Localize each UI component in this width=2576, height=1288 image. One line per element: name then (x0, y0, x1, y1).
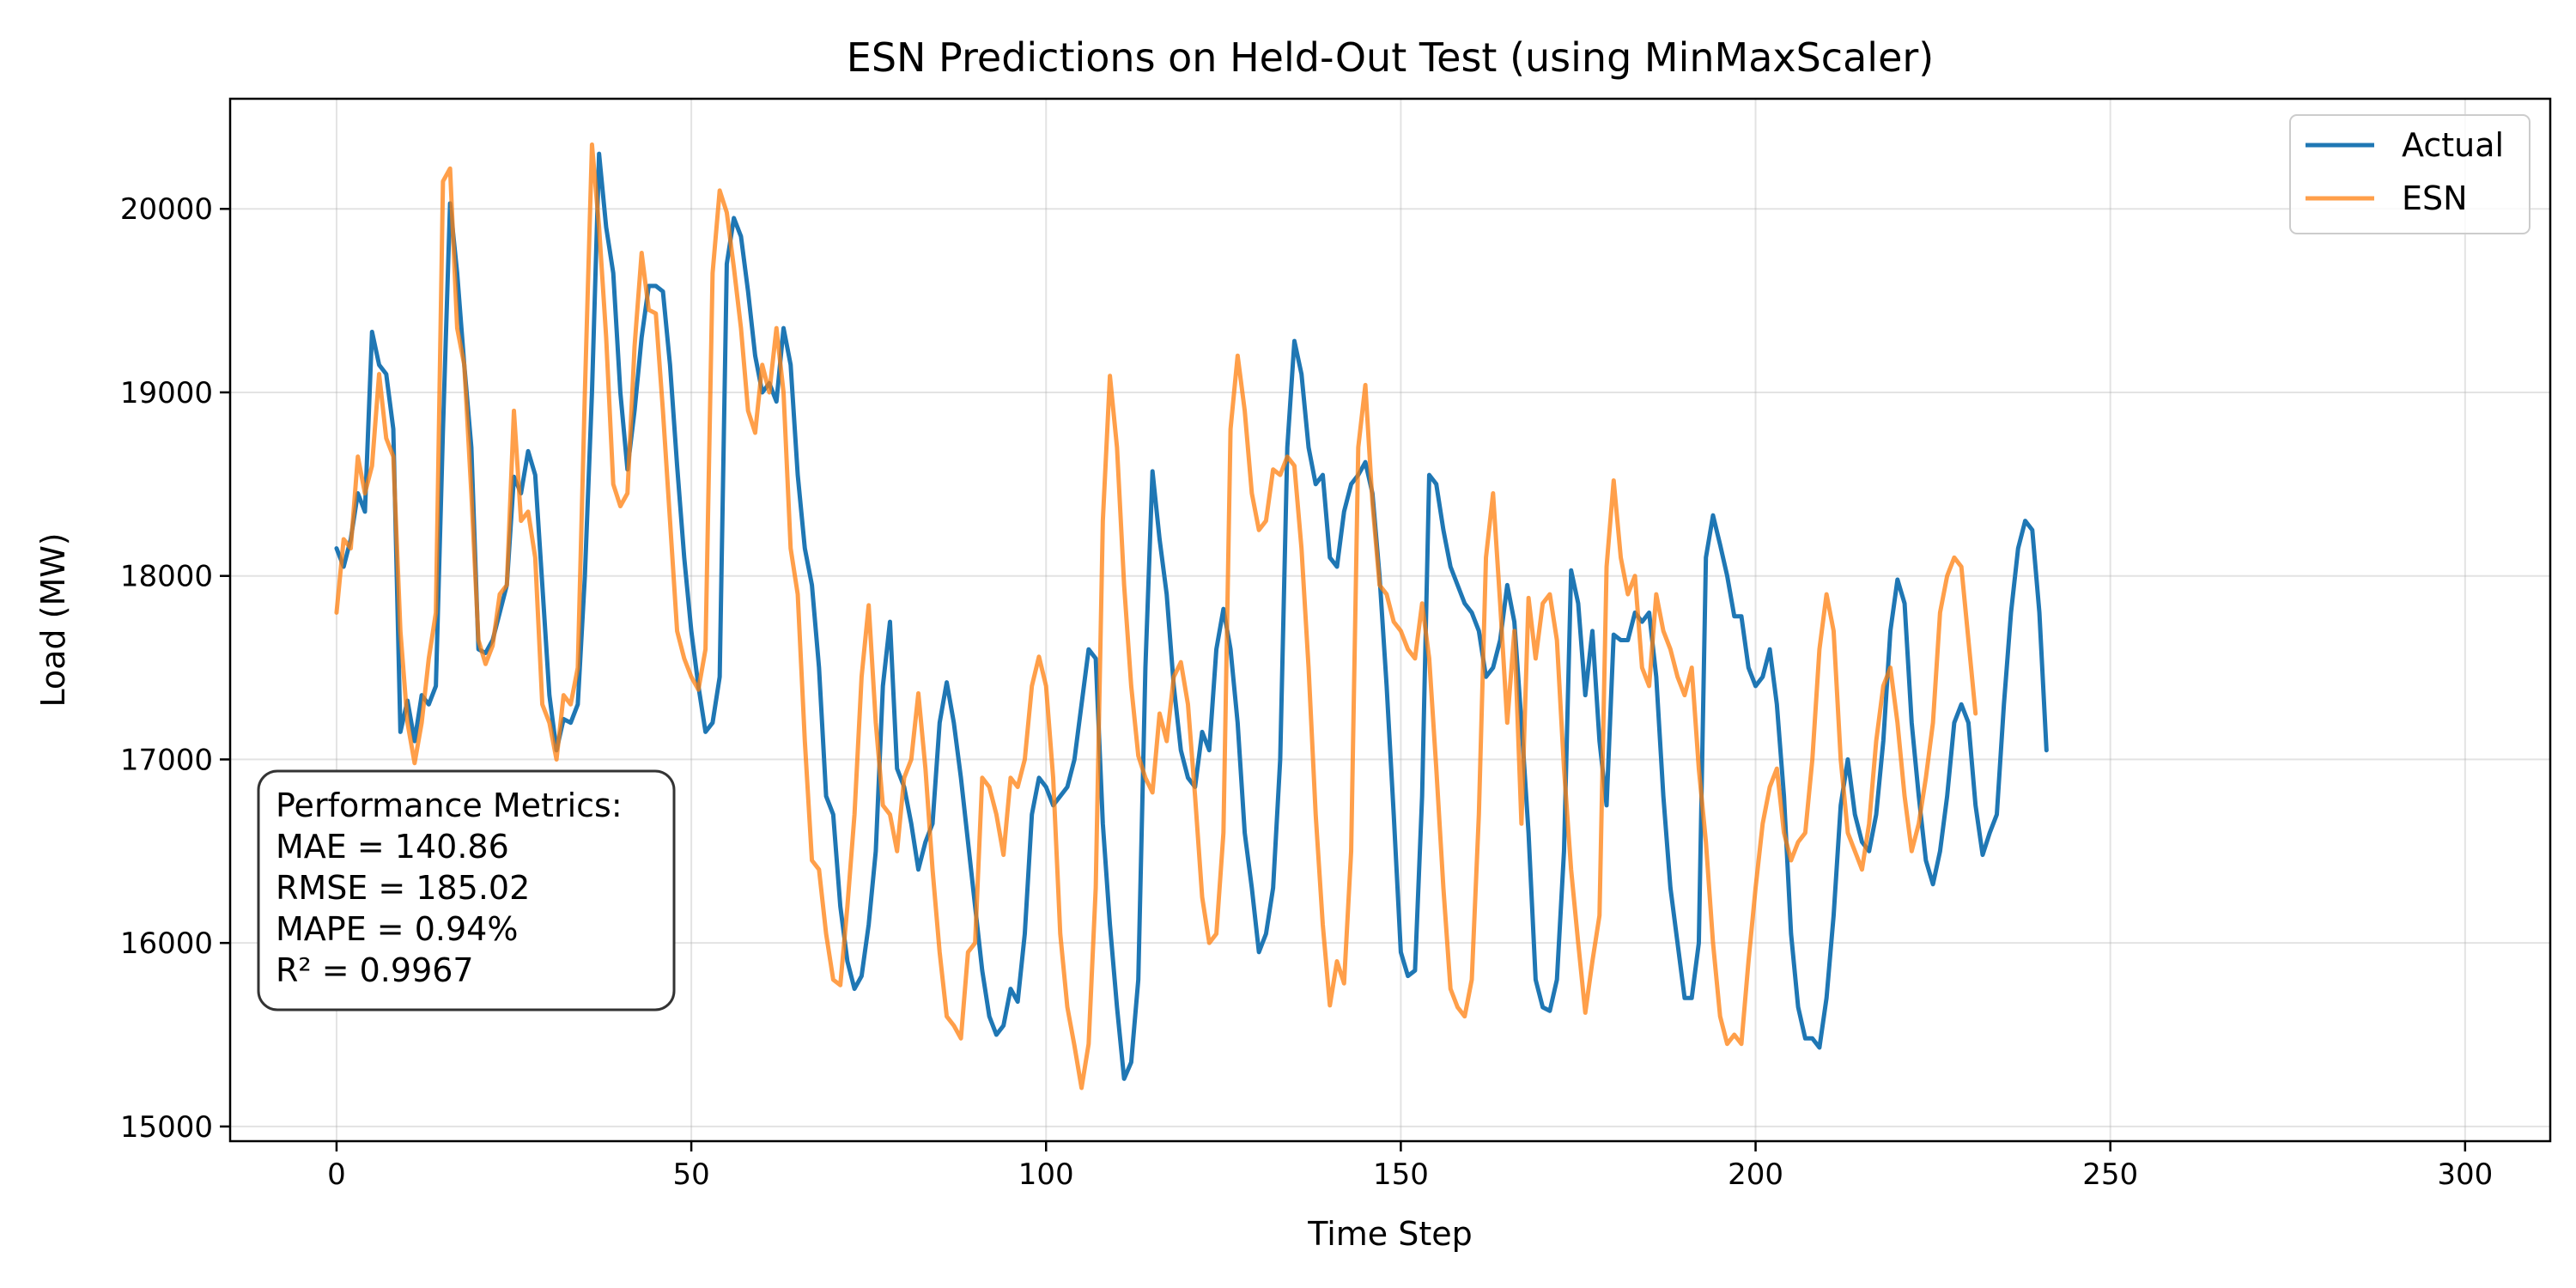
x-tick-label: 150 (1373, 1157, 1429, 1192)
legend-label-esn: ESN (2402, 179, 2468, 217)
metrics-heading: Performance Metrics: (276, 787, 623, 824)
legend-label-actual: Actual (2402, 126, 2504, 164)
metric-mae: MAE = 140.86 (276, 828, 509, 866)
y-tick-label: 15000 (120, 1110, 213, 1145)
metric-mape: MAPE = 0.94% (276, 910, 518, 948)
y-tick-label: 17000 (120, 743, 213, 777)
series-line-actual (334, 151, 2049, 1081)
y-tick-label: 19000 (120, 376, 213, 410)
x-tick-label: 200 (1728, 1157, 1783, 1192)
y-tick-label: 20000 (120, 192, 213, 227)
x-tick-label: 250 (2082, 1157, 2138, 1192)
plot-frame (228, 97, 2552, 1143)
x-tick-label: 300 (2437, 1157, 2493, 1192)
metric-rmse: RMSE = 185.02 (276, 869, 530, 907)
metric-r2: R² = 0.9967 (276, 951, 474, 989)
y-axis: 15000 16000 17000 18000 19000 20000 (120, 192, 230, 1145)
y-axis-label: Load (MW) (34, 532, 72, 707)
metrics-frame (257, 769, 676, 1012)
x-axis: 0 50 100 150 200 250 300 (327, 1141, 2493, 1192)
grid (230, 99, 2550, 1141)
series-layer (334, 142, 2049, 1091)
x-tick-label: 100 (1018, 1157, 1074, 1192)
x-tick-label: 50 (672, 1157, 709, 1192)
x-axis-label: Time Step (1307, 1215, 1473, 1253)
y-tick-label: 16000 (120, 927, 213, 961)
chart-title: ESN Predictions on Held-Out Test (using … (847, 34, 1934, 81)
x-tick-label: 0 (327, 1157, 346, 1192)
series-line-esn (334, 142, 1978, 1091)
metrics-box: Performance Metrics: MAE = 140.86 RMSE =… (257, 769, 676, 1012)
y-tick-label: 18000 (120, 560, 213, 594)
legend: Actual ESN (2289, 114, 2530, 234)
